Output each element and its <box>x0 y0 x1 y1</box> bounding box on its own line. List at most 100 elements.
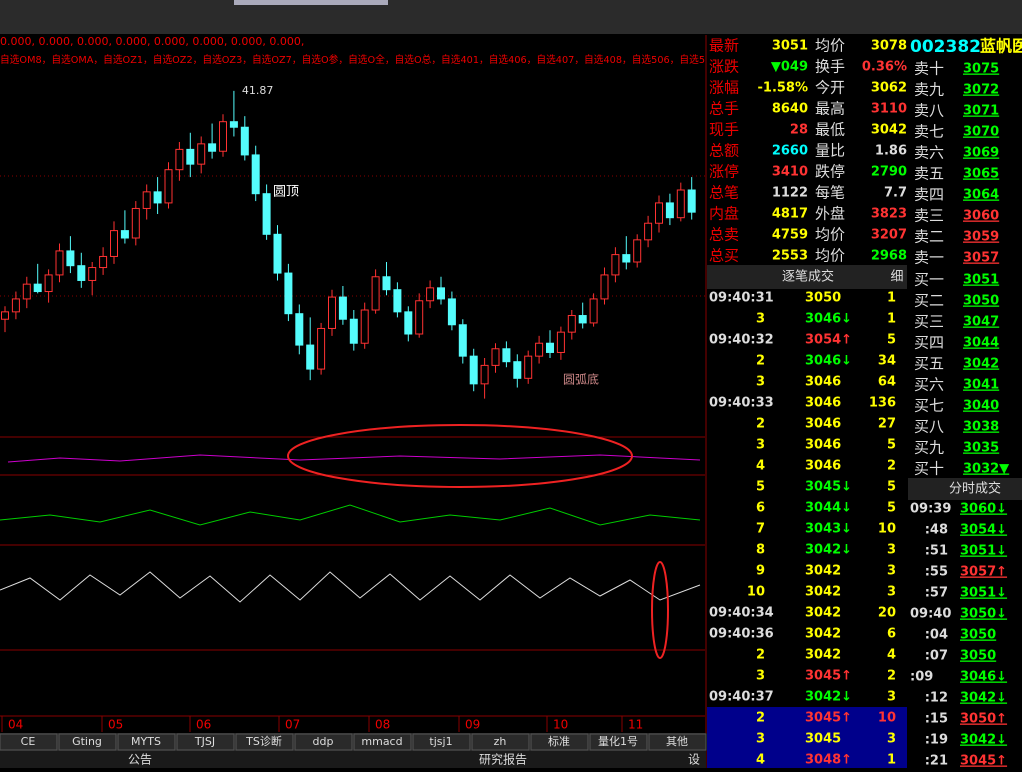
candle-body <box>622 254 631 263</box>
quote-value: 0.36% <box>862 60 907 75</box>
quote-value: 2553 <box>772 249 808 264</box>
tick-price: 3042 <box>805 627 841 642</box>
book-price: 3042 <box>963 357 999 372</box>
tab-label[interactable]: TS诊断 <box>245 734 282 748</box>
tab-label[interactable]: tjsj1 <box>429 735 452 748</box>
tick-volume: 5 <box>887 438 896 453</box>
tab-label[interactable]: Gting <box>72 735 102 748</box>
tick-price: 3046 <box>805 417 841 432</box>
tab-label[interactable]: 量化1号 <box>598 734 638 748</box>
quote-value: 3110 <box>871 102 907 117</box>
book-label: 卖五 <box>914 165 944 183</box>
candle-body <box>655 202 663 224</box>
candle-body <box>240 126 249 156</box>
candle-body <box>120 230 129 239</box>
tick-volume: 1 <box>887 291 896 306</box>
tick-volume: 5 <box>887 480 896 495</box>
tick-price: 3043↓ <box>805 522 852 537</box>
high-label: 41.87 <box>242 84 274 97</box>
candle-body <box>644 222 653 241</box>
tick-volume: 3 <box>887 732 896 747</box>
indicator-line <box>0 571 701 603</box>
candle-body <box>480 364 489 385</box>
candle-body <box>491 348 500 366</box>
book-price: 3072 <box>963 83 999 98</box>
tick-price: 3046 <box>805 438 841 453</box>
tab[interactable] <box>353 733 412 751</box>
top-bar <box>0 0 1022 34</box>
tab-label[interactable]: MYTS <box>131 735 161 748</box>
quote-label: 最低 <box>815 121 845 139</box>
candle-body <box>251 154 260 195</box>
tab-label[interactable]: TJSJ <box>194 735 215 748</box>
candle-body <box>131 207 140 239</box>
minute-price: 3045↑ <box>960 754 1007 769</box>
indicator-line <box>0 504 701 526</box>
tab[interactable] <box>0 733 58 751</box>
quote-label: 量比 <box>815 142 845 160</box>
quote-value: 3207 <box>871 228 907 243</box>
tab[interactable] <box>176 733 235 751</box>
ticks-title: 逐笔成交 <box>782 269 834 285</box>
month-label: 06 <box>196 718 211 732</box>
quote-value: -1.58% <box>758 81 809 96</box>
quote-value: 4759 <box>772 228 808 243</box>
tab-label[interactable]: ddp <box>313 735 334 748</box>
month-label: 11 <box>628 718 643 732</box>
tab-label[interactable]: 标准 <box>548 734 570 748</box>
tick-volume: 4 <box>887 648 896 663</box>
footer-link[interactable]: 公告 <box>128 753 152 767</box>
tab[interactable] <box>471 733 530 751</box>
tab[interactable] <box>412 733 471 751</box>
book-price: 3060 <box>963 209 999 224</box>
ticks-detail-button[interactable]: 细 <box>890 270 903 285</box>
tab[interactable] <box>235 733 294 751</box>
tab[interactable] <box>58 733 117 751</box>
ticks-header <box>707 265 907 289</box>
tab-label[interactable]: zh <box>494 735 507 748</box>
quote-value: 2660 <box>772 144 808 159</box>
book-price: 3050 <box>963 294 999 309</box>
tick-price: 3046 <box>805 375 841 390</box>
book-label: 卖八 <box>914 102 944 120</box>
candle-body <box>317 327 326 370</box>
tick-price: 3046 <box>805 396 841 411</box>
tab[interactable] <box>648 733 707 751</box>
minute-price: 3042↓ <box>960 733 1007 748</box>
tick-time: 4 <box>756 459 765 474</box>
tick-time: 3 <box>756 732 765 747</box>
panel-separators <box>0 35 707 768</box>
book-label: 买九 <box>914 439 944 457</box>
tab[interactable] <box>117 733 176 751</box>
minute-time: :07 <box>925 649 948 664</box>
quote-label: 换手 <box>815 58 845 76</box>
tab-label[interactable]: 其他 <box>666 735 688 748</box>
tab[interactable] <box>294 733 353 751</box>
book-price: 3075 <box>963 62 999 77</box>
stock-name: 蓝帆医 <box>980 37 1022 56</box>
footer-link[interactable]: 研究报告 <box>479 752 527 767</box>
candle-body <box>338 296 347 320</box>
candle-body <box>513 361 522 379</box>
candle-body <box>99 255 108 269</box>
tick-time: 10 <box>747 585 765 600</box>
tick-price: 3054↑ <box>805 333 852 348</box>
candle-body <box>469 355 478 385</box>
quote-value: 3051 <box>772 39 808 54</box>
minute-time: :21 <box>925 754 948 769</box>
minute-time: :19 <box>925 733 948 748</box>
tick-volume: 2 <box>887 459 896 474</box>
tab-label[interactable]: CE <box>21 735 36 748</box>
candle-body <box>11 298 20 313</box>
tab-label[interactable]: mmacd <box>361 735 402 748</box>
tick-time: 8 <box>756 543 765 558</box>
candle-body <box>567 315 576 333</box>
quote-label: 总手 <box>709 100 739 118</box>
tick-volume: 10 <box>878 522 896 537</box>
tick-price: 3042 <box>805 585 841 600</box>
footer-link[interactable]: 设 <box>688 753 700 767</box>
tab[interactable] <box>530 733 589 751</box>
tab[interactable] <box>589 733 648 751</box>
tick-volume: 64 <box>878 375 896 390</box>
